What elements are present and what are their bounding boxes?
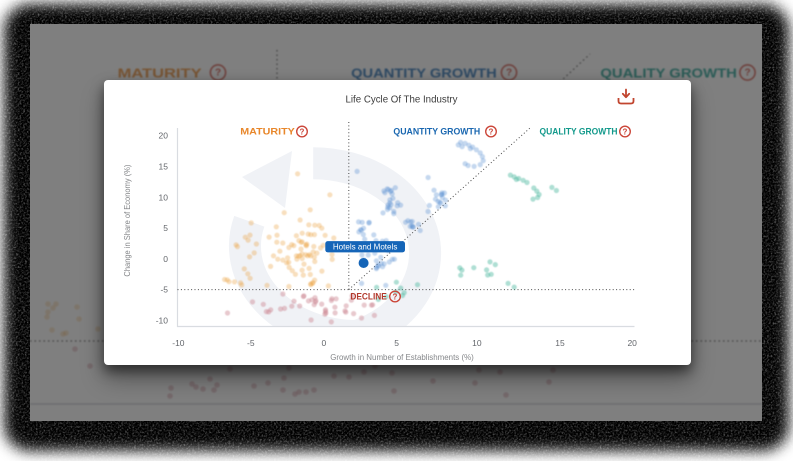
svg-text:MATURITY: MATURITY bbox=[240, 127, 295, 137]
svg-text:DECLINE: DECLINE bbox=[350, 292, 387, 302]
svg-text:-10: -10 bbox=[172, 338, 185, 348]
svg-text:-5: -5 bbox=[247, 338, 255, 348]
svg-text:-5: -5 bbox=[160, 285, 168, 295]
svg-text:15: 15 bbox=[159, 162, 169, 172]
svg-text:Growth in Number of Establishm: Growth in Number of Establishments (%) bbox=[330, 352, 474, 362]
svg-text:-10: -10 bbox=[156, 315, 169, 325]
svg-text:?: ? bbox=[623, 128, 628, 137]
svg-text:20: 20 bbox=[627, 338, 637, 348]
svg-text:10: 10 bbox=[472, 338, 482, 348]
svg-text:?: ? bbox=[489, 128, 494, 137]
svg-text:5: 5 bbox=[163, 223, 168, 233]
svg-text:20: 20 bbox=[159, 131, 169, 141]
svg-text:Life Cycle Of The Industry: Life Cycle Of The Industry bbox=[346, 94, 459, 106]
svg-text:0: 0 bbox=[163, 254, 168, 264]
svg-text:5: 5 bbox=[394, 338, 399, 348]
svg-text:15: 15 bbox=[555, 338, 565, 348]
svg-text:QUALITY GROWTH: QUALITY GROWTH bbox=[540, 127, 618, 137]
svg-text:QUANTITY GROWTH: QUANTITY GROWTH bbox=[393, 127, 480, 137]
svg-text:10: 10 bbox=[159, 192, 169, 202]
svg-text:?: ? bbox=[300, 128, 305, 137]
svg-text:Hotels and Motels: Hotels and Motels bbox=[333, 243, 398, 252]
svg-text:?: ? bbox=[393, 293, 398, 302]
svg-text:0: 0 bbox=[322, 338, 327, 348]
svg-text:Change in Share of Economy (%): Change in Share of Economy (%) bbox=[123, 164, 132, 276]
